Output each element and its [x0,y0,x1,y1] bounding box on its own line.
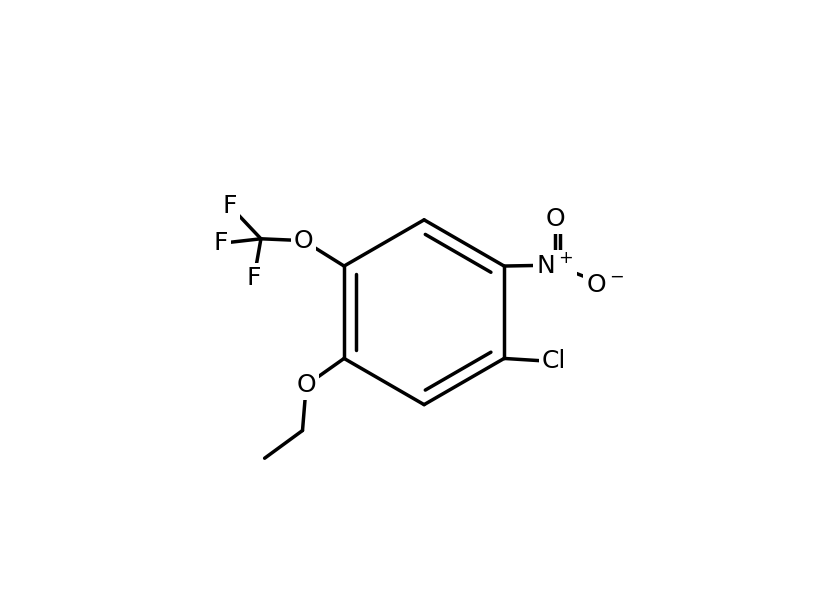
Text: O: O [296,373,316,397]
Text: F: F [247,266,261,290]
Text: F: F [222,194,237,218]
Text: O: O [294,229,313,253]
Text: N$^+$: N$^+$ [536,253,574,278]
Text: O$^-$: O$^-$ [586,272,624,296]
Text: Cl: Cl [542,349,567,373]
Text: F: F [213,232,228,256]
Text: O: O [545,207,565,231]
